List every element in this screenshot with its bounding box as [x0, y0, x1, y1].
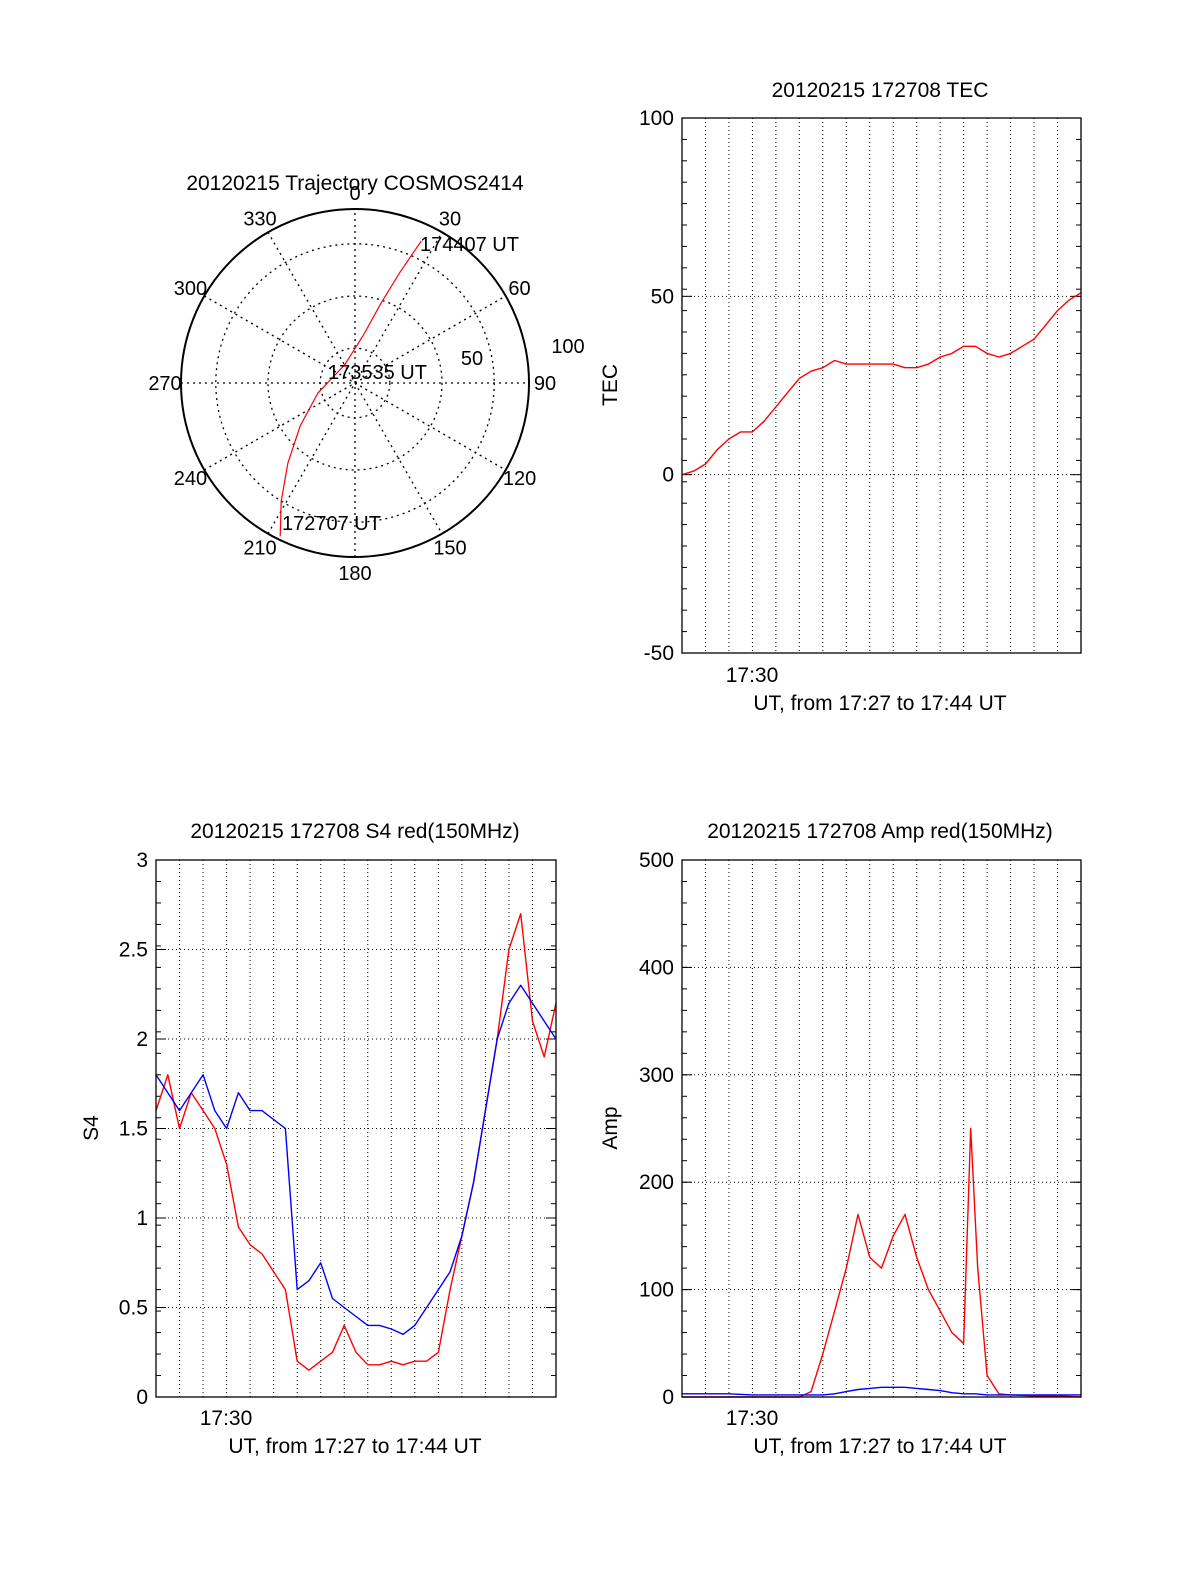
- trajectory-end-label: 174407 UT: [420, 234, 519, 256]
- polar-azimuth-label: 300: [174, 278, 207, 300]
- amp-x-axis-label: UT, from 17:27 to 17:44 UT: [753, 1435, 1006, 1458]
- s4-y-tick-label: 0: [136, 1386, 148, 1409]
- amp-y-tick-label: 0: [662, 1386, 674, 1409]
- tec-y-tick-label: 100: [639, 107, 674, 130]
- tec-series-line-0: [681, 292, 1082, 476]
- polar-azimuth-label: 330: [243, 208, 276, 230]
- amp-plot-frame: [681, 859, 1082, 1398]
- tec-x-axis-label: UT, from 17:27 to 17:44 UT: [753, 692, 1006, 715]
- amp-y-tick-label: 500: [639, 849, 674, 872]
- polar-ring-label-100: 100: [551, 336, 584, 358]
- amp-y-tick-label: 100: [639, 1279, 674, 1302]
- tec-panel: 20120215 172708 TEC TEC 17:30 UT, from 1…: [599, 79, 1082, 715]
- s4-y-tick-label: 2: [136, 1028, 148, 1051]
- polar-azimuth-label: 60: [508, 278, 530, 300]
- polar-azimuth-label: 270: [148, 373, 181, 395]
- s4-y-tick-label: 1: [136, 1207, 148, 1230]
- amp-y-tick-label: 300: [639, 1064, 674, 1087]
- s4-y-tick-label: 3: [136, 849, 148, 872]
- tec-y-tick-label: 50: [651, 285, 674, 308]
- amp-x-tick-label: 17:30: [726, 1407, 779, 1430]
- s4-y-tick-label: 0.5: [119, 1297, 148, 1320]
- polar-outer-circle: [180, 208, 530, 558]
- s4-x-axis-label: UT, from 17:27 to 17:44 UT: [228, 1435, 481, 1458]
- tec-y-tick-label: -50: [644, 642, 674, 665]
- tec-y-tick-label: 0: [662, 464, 674, 487]
- tec-plot-frame: [681, 117, 1082, 654]
- s4-y-axis-label: S4: [80, 1115, 103, 1141]
- polar-title: 20120215 Trajectory COSMOS2414: [186, 172, 524, 195]
- polar-grid: [181, 209, 529, 557]
- s4-panel: 20120215 172708 S4 red(150MHz) S4 17:30 …: [80, 820, 557, 1458]
- trajectory-mid-label: 173535 UT: [328, 362, 427, 384]
- amp-y-tick-label: 200: [639, 1171, 674, 1194]
- polar-azimuth-label: 0: [349, 183, 360, 205]
- polar-azimuth-label: 120: [503, 468, 536, 490]
- s4-y-tick-label: 1.5: [119, 1118, 148, 1141]
- tec-x-tick-label: 17:30: [726, 664, 779, 687]
- amp-series-line-0: [682, 1127, 1082, 1398]
- s4-x-tick-label: 17:30: [200, 1407, 253, 1430]
- trajectory-start-label: 172707 UT: [282, 513, 381, 535]
- polar-azimuth-label: 150: [433, 538, 466, 560]
- polar-azimuth-label: 180: [338, 563, 371, 585]
- s4-series-line-0: [155, 913, 557, 1371]
- tec-title: 20120215 172708 TEC: [772, 79, 989, 102]
- polar-ring-label-50: 50: [461, 348, 483, 370]
- polar-azimuth-label: 90: [534, 373, 556, 395]
- s4-series-line-1: [155, 984, 557, 1335]
- polar-spoke: [267, 231, 443, 535]
- s4-title: 20120215 172708 S4 red(150MHz): [190, 820, 519, 843]
- amp-y-axis-label: Amp: [599, 1106, 622, 1149]
- polar-azimuth-label: 30: [439, 208, 461, 230]
- polar-azimuth-label: 210: [243, 538, 276, 560]
- amp-panel: 20120215 172708 Amp red(150MHz) Amp 17:3…: [599, 820, 1082, 1458]
- trajectory-line: [279, 240, 422, 537]
- amp-y-tick-label: 400: [639, 956, 674, 979]
- s4-plot-frame: [155, 859, 557, 1398]
- polar-azimuth-label: 240: [174, 468, 207, 490]
- polar-panel: 20120215 Trajectory COSMOS2414 0 30 60 90 12…: [148, 172, 584, 585]
- tec-y-axis-label: TEC: [599, 364, 622, 406]
- polar-ring: [267, 295, 443, 471]
- s4-y-tick-label: 2.5: [119, 939, 148, 962]
- amp-series-line-1: [682, 1386, 1081, 1396]
- amp-title: 20120215 172708 Amp red(150MHz): [707, 820, 1053, 843]
- polar-azimuth-labels: 0 30 60 90 120 150 180 210 240 270 300 330: [148, 183, 556, 585]
